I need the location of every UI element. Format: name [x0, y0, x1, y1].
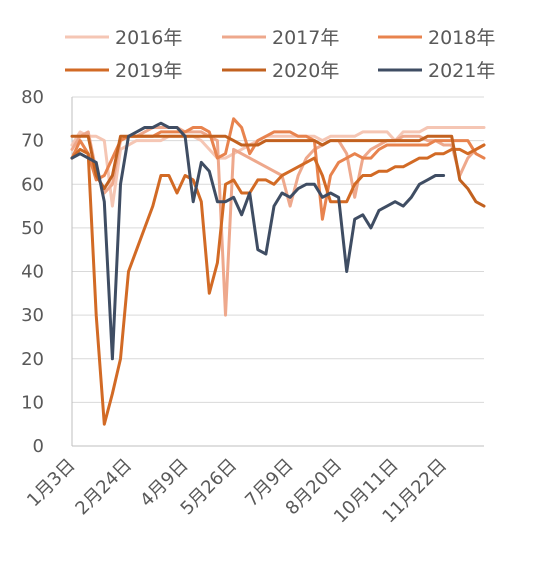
series-line-4	[70, 134, 486, 208]
legend-label: 2021年	[428, 60, 495, 82]
legend-label: 2018年	[428, 27, 495, 49]
y-tick-label: 50	[21, 218, 44, 239]
series-line-0	[70, 126, 486, 208]
y-tick-label: 40	[21, 262, 44, 283]
y-tick-label: 20	[21, 349, 44, 370]
x-tick-label: 2月24日	[71, 455, 136, 520]
legend-label: 2020年	[272, 60, 339, 82]
y-tick-label: 30	[21, 305, 44, 326]
y-tick-label: 0	[33, 436, 44, 457]
y-tick-label: 60	[21, 174, 44, 195]
series-lines	[70, 117, 486, 426]
legend-label: 2016年	[115, 27, 182, 49]
y-tick-label: 10	[21, 392, 44, 413]
y-tick-label: 70	[21, 131, 44, 152]
x-tick-label: 1月3日	[23, 455, 80, 512]
legend-label: 2017年	[272, 27, 339, 49]
series-line-1	[70, 126, 486, 317]
legend: 2016年 2017年 2018年 2019年 2020年 2021年	[65, 27, 495, 82]
series-line-3	[70, 143, 486, 426]
series-line-5	[70, 121, 446, 361]
legend-label: 2019年	[115, 60, 182, 82]
y-tick-label: 80	[21, 87, 44, 108]
